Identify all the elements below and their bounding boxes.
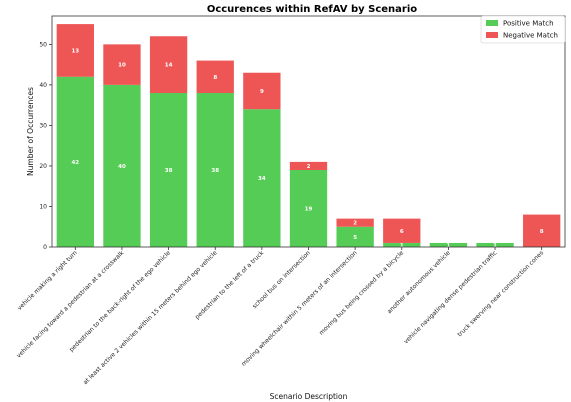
legend: Positive Match Negative Match <box>480 15 566 44</box>
bar-value-label-positive: 38 <box>211 168 219 174</box>
bar-positive-match <box>383 242 421 247</box>
bar-positive-match <box>289 170 328 247</box>
y-tick-label: 10 <box>39 203 47 210</box>
bar-positive-match <box>429 242 468 247</box>
x-tick-label: pedestrian to the back-right of the ego … <box>68 249 172 353</box>
bar-value-label-negative: 9 <box>260 89 264 95</box>
x-tick-label: moving bus being crossed by a bicycle <box>318 249 405 336</box>
bar-negative-match <box>56 24 94 77</box>
y-axis-ticks: 0 10 20 30 40 50 <box>39 41 52 251</box>
plot-area-frame <box>51 15 566 248</box>
x-tick-label: vehicle navigating dense pedestrian traf… <box>403 249 499 345</box>
bar-positive-match <box>149 93 188 247</box>
x-tick-label: truck swerving near construction cones <box>456 249 545 338</box>
bar-negative-match <box>336 218 374 227</box>
bar-negative-match <box>149 36 188 93</box>
bar-value-label-negative: 2 <box>353 221 357 227</box>
legend-label-negative: Negative Match <box>503 32 558 40</box>
bar-value-label-positive: 42 <box>71 160 79 166</box>
bar-value-label-negative: 13 <box>71 48 79 54</box>
y-axis-title: Number of Occurrences <box>26 87 35 176</box>
bar-positive-match <box>103 84 141 247</box>
bar-positive-match <box>336 226 374 247</box>
x-tick-label: vehicle facing toward a pedestrian at a … <box>15 249 125 359</box>
bar-positive-match <box>476 242 514 247</box>
y-tick-label: 40 <box>39 82 47 89</box>
legend-swatch-negative <box>486 32 498 38</box>
bar-negative-match <box>103 44 141 85</box>
bar-negative-match <box>383 218 421 243</box>
chart-title: Occurences within RefAV by Scenario <box>207 4 417 15</box>
bar-value-label-negative: 2 <box>307 164 311 170</box>
bar-negative-match <box>523 214 561 247</box>
bar-value-label-negative: 8 <box>540 229 544 235</box>
legend-label-positive: Positive Match <box>503 20 554 28</box>
bar-value-label-positive: 1 <box>400 243 404 249</box>
bar-value-label-negative: 6 <box>400 229 404 235</box>
bar-value-label-negative: 10 <box>118 63 126 69</box>
bar-value-label-positive: 40 <box>118 164 126 170</box>
legend-swatch-positive <box>486 20 498 26</box>
bar-value-label-negative: 14 <box>165 63 173 69</box>
bar-value-label-positive: 38 <box>165 168 173 174</box>
bar-value-label-positive: 34 <box>258 176 266 182</box>
y-tick-label: 30 <box>39 122 47 129</box>
bar-value-label-positive: 19 <box>305 207 313 213</box>
bar-value-label-negative: 8 <box>213 75 217 81</box>
bar-negative-match <box>243 72 281 110</box>
bar-value-label-positive: 1 <box>446 243 450 249</box>
y-tick-label: 50 <box>39 41 47 48</box>
legend-frame <box>480 15 566 44</box>
bar-value-label-positive: 1 <box>493 243 497 249</box>
bar-value-label-positive: 5 <box>353 235 357 241</box>
bar-positive-match <box>196 93 234 247</box>
bar-positive-match <box>243 109 281 247</box>
bar-positive-match <box>56 76 94 247</box>
bar-negative-match <box>289 161 328 170</box>
y-tick-label: 20 <box>39 163 47 170</box>
y-tick-label: 0 <box>43 244 47 251</box>
x-axis-title: Scenario Description <box>270 392 348 401</box>
bar-negative-match <box>196 60 234 93</box>
